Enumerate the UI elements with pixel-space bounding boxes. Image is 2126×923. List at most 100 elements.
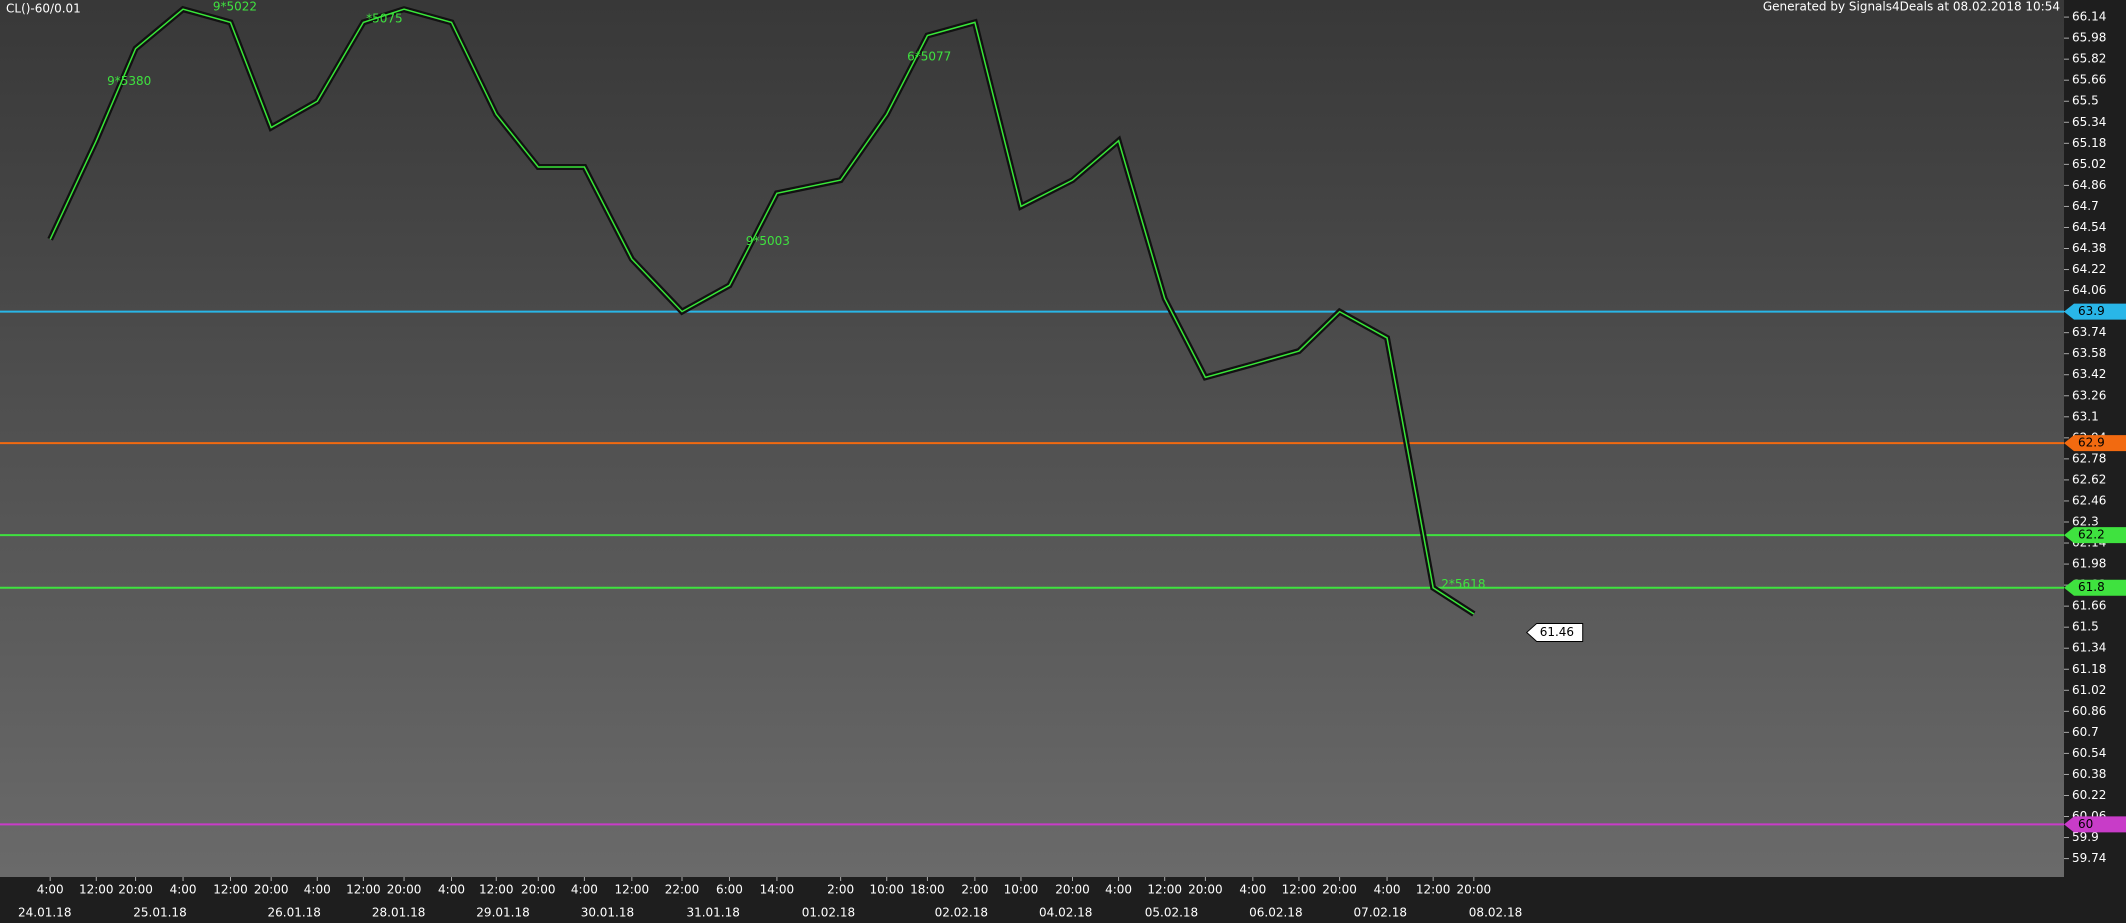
- x-tick-label: 20:00: [387, 883, 422, 897]
- x-tick-label: 12:00: [479, 883, 514, 897]
- date-label: 01.02.18: [802, 906, 855, 920]
- y-tick-label: 60.22: [2072, 788, 2106, 802]
- date-label: 28.01.18: [372, 906, 425, 920]
- y-tick-label: 62.78: [2072, 451, 2106, 465]
- chart-title: CL()-60/0.01: [6, 2, 81, 16]
- level-tag: [2064, 303, 2126, 320]
- y-tick-label: 61.5: [2072, 620, 2099, 634]
- y-tick-label: 63.1: [2072, 409, 2099, 423]
- y-tick-label: 63.42: [2072, 367, 2106, 381]
- annotation: *5075: [366, 11, 403, 25]
- price-line-highlight: [49, 8, 1475, 615]
- y-tick-label: 65.34: [2072, 115, 2106, 129]
- last-price-label: 61.46: [1540, 625, 1574, 639]
- x-tick-label: 12:00: [346, 883, 381, 897]
- y-tick-label: 65.02: [2072, 157, 2106, 171]
- x-tick-label: 20:00: [1188, 883, 1223, 897]
- annotation: 6*5077: [907, 49, 951, 63]
- x-tick-label: 12:00: [79, 883, 114, 897]
- y-tick-label: 62.3: [2072, 514, 2099, 528]
- date-label: 25.01.18: [133, 906, 186, 920]
- y-tick-label: 64.86: [2072, 178, 2106, 192]
- level-tag: [2064, 435, 2126, 452]
- x-tick-label: 20:00: [1457, 883, 1492, 897]
- annotation: 9*5380: [107, 74, 151, 88]
- x-tick-label: 12:00: [1282, 883, 1317, 897]
- y-tick-label: 62.46: [2072, 493, 2106, 507]
- y-tick-label: 60.7: [2072, 725, 2099, 739]
- y-tick-label: 59.9: [2072, 830, 2099, 844]
- x-tick-label: 10:00: [1004, 883, 1039, 897]
- x-tick-label: 4:00: [1239, 883, 1266, 897]
- y-tick-label: 66.14: [2072, 10, 2106, 24]
- y-tick-label: 61.18: [2072, 662, 2106, 676]
- date-label: 06.02.18: [1249, 906, 1302, 920]
- y-tick-label: 61.66: [2072, 599, 2106, 613]
- x-axis-area: [0, 877, 2064, 923]
- level-label: 62.9: [2078, 436, 2105, 450]
- y-tick-label: 64.38: [2072, 241, 2106, 255]
- date-label: 07.02.18: [1354, 906, 1407, 920]
- y-tick-label: 61.34: [2072, 641, 2106, 655]
- x-tick-label: 2:00: [827, 883, 854, 897]
- x-tick-label: 18:00: [910, 883, 945, 897]
- x-tick-label: 14:00: [760, 883, 795, 897]
- x-tick-label: 20:00: [1055, 883, 1090, 897]
- y-tick-label: 65.98: [2072, 31, 2106, 45]
- chart-subtitle: Generated by Signals4Deals at 08.02.2018…: [1763, 0, 2060, 14]
- x-tick-label: 6:00: [716, 883, 743, 897]
- x-tick-label: 4:00: [37, 883, 64, 897]
- y-tick-label: 59.74: [2072, 851, 2106, 865]
- date-label: 31.01.18: [686, 906, 739, 920]
- y-tick-label: 64.22: [2072, 262, 2106, 276]
- y-tick-label: 61.02: [2072, 683, 2106, 697]
- y-tick-label: 65.5: [2072, 94, 2099, 108]
- x-tick-label: 22:00: [665, 883, 700, 897]
- annotation: 2*5618: [1441, 577, 1485, 591]
- y-tick-label: 63.74: [2072, 325, 2106, 339]
- y-tick-label: 62.62: [2072, 472, 2106, 486]
- date-label: 04.02.18: [1039, 906, 1092, 920]
- x-tick-label: 4:00: [1105, 883, 1132, 897]
- x-tick-label: 20:00: [118, 883, 153, 897]
- last-price-tag: [1525, 622, 1584, 642]
- y-tick-label: 65.82: [2072, 52, 2106, 66]
- x-tick-label: 10:00: [869, 883, 904, 897]
- x-tick-label: 12:00: [213, 883, 248, 897]
- level-tag: [2064, 527, 2126, 544]
- x-tick-label: 20:00: [521, 883, 556, 897]
- y-tick-label: 63.58: [2072, 346, 2106, 360]
- annotation: 9*5022: [213, 0, 257, 13]
- x-tick-label: 4:00: [571, 883, 598, 897]
- x-tick-label: 4:00: [170, 883, 197, 897]
- annotation: 9*5003: [746, 234, 790, 248]
- level-tag: [2064, 579, 2126, 596]
- x-tick-label: 4:00: [438, 883, 465, 897]
- level-tag: [2064, 816, 2126, 833]
- y-tick-label: 64.54: [2072, 220, 2106, 234]
- y-tick-label: 61.98: [2072, 557, 2106, 571]
- x-tick-label: 12:00: [1147, 883, 1182, 897]
- y-tick-label: 63.26: [2072, 388, 2106, 402]
- y-tick-label: 60.38: [2072, 767, 2106, 781]
- y-tick-label: 64.7: [2072, 199, 2099, 213]
- x-tick-label: 2:00: [961, 883, 988, 897]
- y-tick-label: 65.66: [2072, 73, 2106, 87]
- x-tick-label: 12:00: [615, 883, 650, 897]
- date-label: 08.02.18: [1469, 906, 1522, 920]
- date-label: 02.02.18: [935, 906, 988, 920]
- y-axis-area: [2064, 0, 2126, 923]
- date-label: 05.02.18: [1145, 906, 1198, 920]
- plot-area: [0, 0, 2064, 877]
- date-label: 26.01.18: [268, 906, 321, 920]
- x-tick-label: 4:00: [304, 883, 331, 897]
- date-label: 24.01.18: [18, 906, 71, 920]
- level-label: 63.9: [2078, 304, 2105, 318]
- level-label: 62.2: [2078, 528, 2105, 542]
- y-tick-label: 64.06: [2072, 283, 2106, 297]
- y-tick-label: 60.86: [2072, 704, 2106, 718]
- level-label: 60: [2078, 817, 2093, 831]
- y-tick-label: 60.54: [2072, 746, 2106, 760]
- x-tick-label: 4:00: [1374, 883, 1401, 897]
